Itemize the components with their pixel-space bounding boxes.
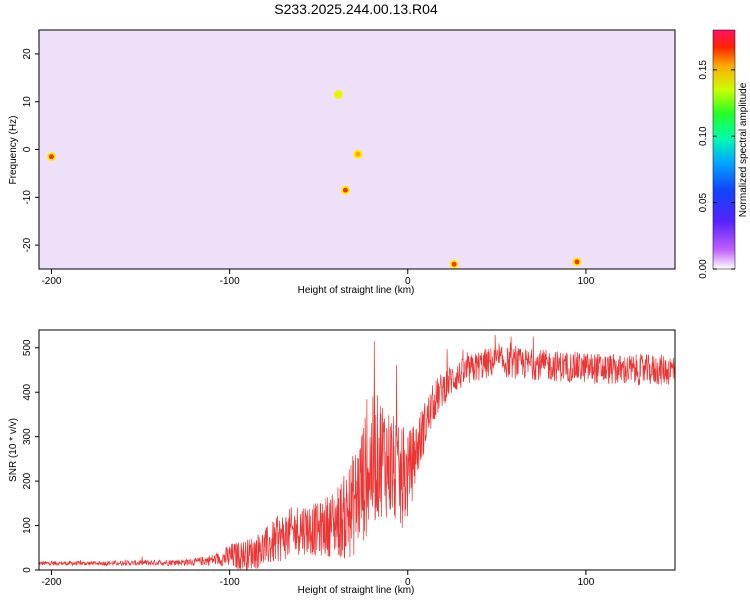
heatmap-image (39, 30, 675, 269)
heatmap-x-label: Height of straight line (km) (298, 285, 415, 296)
snr-x-tick-label: 0 (405, 577, 411, 588)
heatmap-hotspot (335, 92, 341, 98)
figure-title: S233.2025.244.00.13.R04 (274, 1, 438, 17)
heatmap-hotspot (451, 261, 457, 267)
snr-x-label: Height of straight line (km) (298, 585, 415, 596)
heatmap-x-tick-label: 100 (578, 276, 595, 287)
heatmap-hotspot (342, 187, 348, 193)
colorbar: 0.00 0.05 0.10 0.15 Normalized spectral amp… (698, 29, 749, 279)
colorbar-tick-label: 0.15 (698, 60, 709, 80)
snr-y-tick-label: 100 (22, 517, 33, 534)
snr-y-tick-label: 500 (22, 339, 33, 356)
heatmap-y-tick-label: 0 (22, 146, 33, 152)
heatmap-y-tick-label: -10 (22, 190, 33, 205)
colorbar-tick-label: 0.05 (698, 192, 709, 212)
snr-x-ticks: -200 -100 0 100 (41, 570, 595, 588)
heatmap-y-tick-label: -20 (22, 237, 33, 252)
heatmap-y-tick-label: 10 (22, 96, 33, 108)
snr-y-tick-label: 300 (22, 428, 33, 445)
snr-x-tick-label: -100 (220, 577, 240, 588)
snr-y-tick-label: 200 (22, 472, 33, 489)
colorbar-tick-label: 0.10 (698, 126, 709, 146)
snr-y-tick-label: 0 (22, 567, 33, 573)
heatmap-y-tick-label: 20 (22, 48, 33, 60)
colorbar-tick-label: 0.00 (698, 259, 709, 279)
snr-y-tick-label: 400 (22, 383, 33, 400)
hotspots (46, 90, 582, 269)
heatmap-y-label: Frequency (Hz) (8, 116, 19, 185)
snr-x-tick-label: 100 (578, 577, 595, 588)
heatmap-hotspot (48, 154, 54, 160)
snr-panel: -200 -100 0 100 0 100 200 300 400 500 Height of … (8, 329, 676, 596)
snr-x-tick-label: -200 (41, 577, 61, 588)
snr-y-ticks: 0 100 200 300 400 500 (22, 339, 39, 573)
heatmap-x-tick-label: 0 (405, 276, 411, 287)
heatmap-x-ticks: -200 -100 0 100 (41, 269, 595, 287)
heatmap-hotspot (574, 259, 580, 265)
colorbar-ticks: 0.00 0.05 0.10 0.15 (698, 60, 735, 279)
snr-series-line (39, 334, 675, 570)
heatmap-x-tick-label: -100 (220, 276, 240, 287)
colorbar-label: Normalized spectral amplitude (738, 82, 749, 217)
heatmap-y-ticks: -20 -10 0 10 20 (22, 48, 39, 252)
snr-y-label: SNR (10 * v/v) (8, 418, 19, 482)
snr-frame (38, 329, 676, 571)
colorbar-gradient (712, 29, 736, 270)
heatmap-x-tick-label: -200 (41, 276, 61, 287)
heatmap-hotspot (355, 151, 361, 157)
